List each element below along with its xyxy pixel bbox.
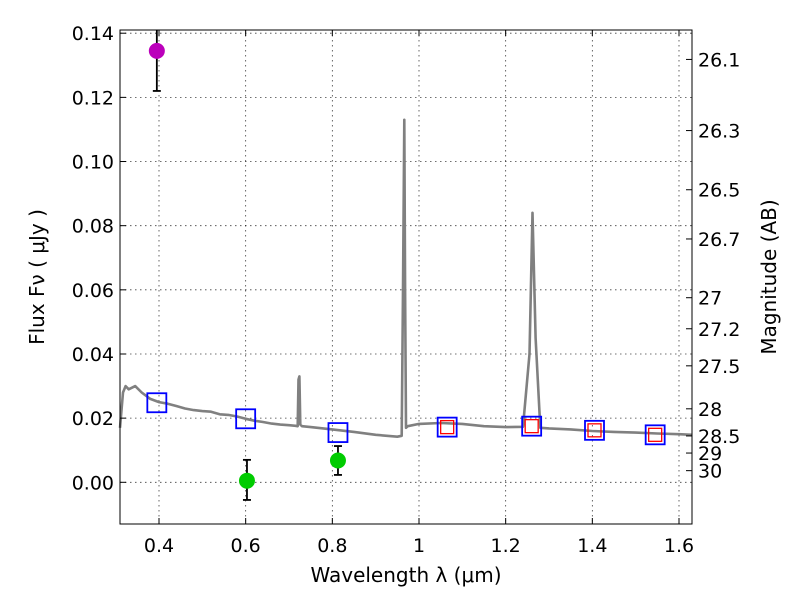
magnitude-tick-label: 26.5 (698, 180, 740, 202)
y-tick-label: 0.12 (72, 87, 114, 109)
y-tick-label: 0.00 (72, 472, 114, 494)
y-tick-label: 0.02 (72, 408, 114, 430)
model_photometry_blue-marker (235, 408, 257, 430)
model_photometry_red-marker (587, 423, 602, 438)
plot-frame (119, 29, 693, 525)
magnitude-tick-label: 27.2 (698, 319, 740, 341)
model_photometry_blue-marker (327, 422, 349, 443)
magnitude-axis-title: Magnitude (AB) (757, 199, 781, 354)
x-axis-title: Wavelength λ (μm) (310, 563, 501, 587)
x-tick-label: 0.4 (144, 535, 174, 557)
observed_green-point (238, 472, 255, 489)
y-tick-label: 0.10 (72, 152, 114, 174)
axis-ticks: 0.4 0.6 0.8 1 1.2 1.4 1.6 0.00 0.02 0.04 0.06 0.08 0… (72, 23, 741, 557)
model_photometry_blue-marker (644, 424, 666, 446)
model_photometry_red-marker (648, 427, 663, 442)
model_photometry_blue-marker (436, 416, 458, 438)
y-tick-label: 0.04 (72, 344, 114, 366)
photometry-markers (146, 30, 666, 501)
spectrum-line-group (118, 118, 693, 439)
magnitude-tick-label: 27.5 (698, 356, 740, 378)
model_photometry_red-marker (440, 419, 455, 435)
model_photometry_blue-marker (146, 392, 168, 414)
y-tick-label: 0.06 (72, 280, 114, 302)
magnitude-tick-label: 26.1 (698, 49, 740, 71)
magnitude-tick-label: 28.5 (698, 426, 740, 448)
y-axis-title: Flux Fν ( μJy ) (25, 209, 49, 345)
spectrum-line (118, 118, 693, 439)
observed_magenta-point (148, 42, 165, 59)
x-tick-label: 1.4 (577, 535, 607, 557)
x-tick-label: 1.6 (664, 535, 694, 557)
observed_green-point (329, 452, 346, 469)
magnitude-tick-label: 29 (698, 443, 722, 465)
model_photometry_blue-marker (584, 419, 605, 441)
magnitude-tick-label: 27 (698, 288, 722, 310)
magnitude-tick-label: 26.3 (698, 121, 740, 143)
x-tick-label: 0.6 (231, 535, 261, 557)
y-tick-label: 0.14 (72, 23, 114, 45)
x-tick-label: 0.8 (317, 535, 347, 557)
magnitude-tick-label: 28 (698, 399, 722, 421)
magnitude-tick-label: 26.7 (698, 229, 740, 251)
y-tick-label: 0.08 (72, 216, 114, 238)
x-tick-label: 1 (413, 535, 425, 557)
x-tick-label: 1.2 (491, 535, 521, 557)
model_photometry_blue-marker (521, 415, 543, 437)
magnitude-tick-label: 30 (698, 461, 722, 483)
model_photometry_red-marker (524, 419, 539, 434)
